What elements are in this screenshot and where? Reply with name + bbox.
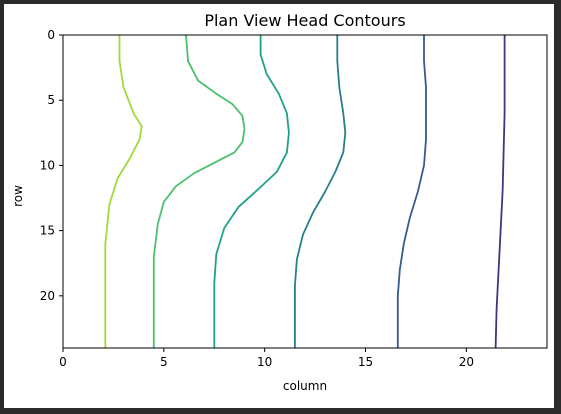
- contour-line-1: [104, 35, 143, 348]
- y-axis-ticks: 0 5 10 15 20: [40, 28, 63, 303]
- x-tick-label: 0: [59, 355, 67, 369]
- x-tick-label: 20: [459, 355, 474, 369]
- x-tick-label: 15: [358, 355, 373, 369]
- contour-chart: Plan View Head Contours 0 5 10 15 20 0 5 10 15 2…: [11, 11, 548, 393]
- contour-line-6: [494, 35, 506, 349]
- y-tick-label: 20: [40, 289, 55, 303]
- x-axis-label: column: [283, 379, 327, 393]
- y-axis-label: row: [11, 185, 25, 207]
- contour-lines: [104, 34, 506, 349]
- x-tick-label: 5: [160, 355, 168, 369]
- y-tick-label: 15: [40, 224, 55, 238]
- contour-line-3: [213, 35, 290, 348]
- contour-line-5: [396, 35, 427, 348]
- axes-frame: [62, 34, 548, 349]
- contour-line-4: [293, 35, 347, 348]
- x-tick-label: 10: [257, 355, 272, 369]
- chart-figure: Plan View Head Contours 0 5 10 15 20 0 5 10 15 2…: [4, 4, 554, 408]
- x-axis-ticks: 0 5 10 15 20: [59, 348, 474, 369]
- y-tick-label: 5: [47, 93, 55, 107]
- y-tick-label: 0: [47, 28, 55, 42]
- y-tick-label: 10: [40, 158, 55, 172]
- chart-title: Plan View Head Contours: [204, 11, 405, 30]
- contour-line-2: [152, 34, 246, 348]
